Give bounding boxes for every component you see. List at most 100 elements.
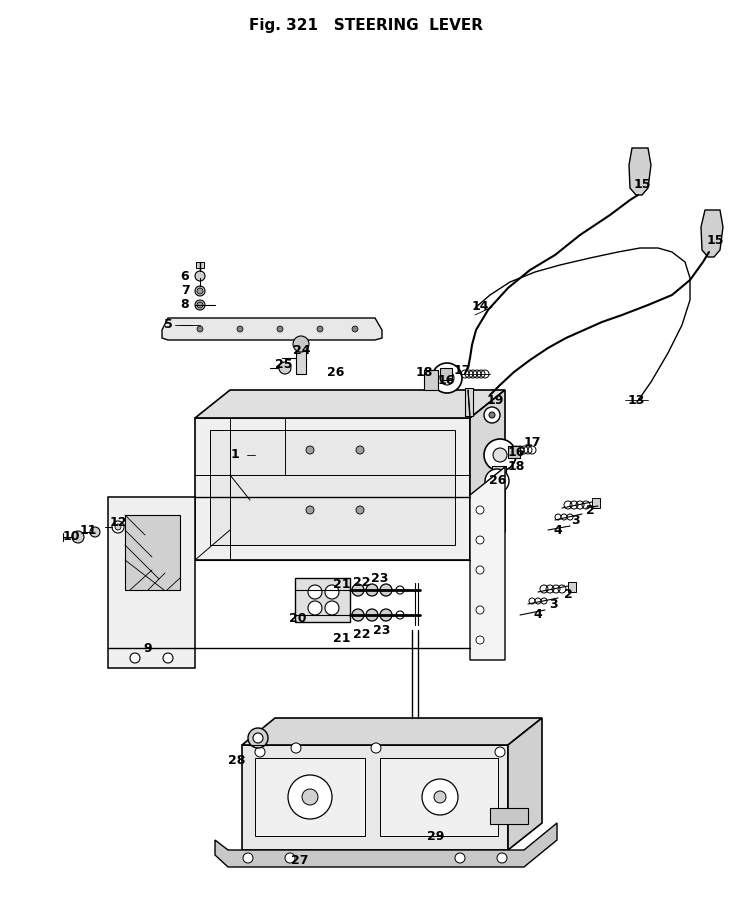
Circle shape <box>277 326 283 332</box>
Circle shape <box>112 521 124 533</box>
Circle shape <box>366 609 378 621</box>
Circle shape <box>371 743 381 753</box>
Text: 3: 3 <box>571 513 579 527</box>
Circle shape <box>325 601 339 615</box>
Circle shape <box>476 636 484 644</box>
Text: 6: 6 <box>181 270 190 284</box>
Text: 23: 23 <box>371 571 389 584</box>
Circle shape <box>308 585 322 599</box>
Circle shape <box>308 601 322 615</box>
Text: 9: 9 <box>143 642 152 654</box>
Text: 27: 27 <box>291 854 309 866</box>
Text: 25: 25 <box>275 358 293 370</box>
Circle shape <box>396 586 404 594</box>
Circle shape <box>476 606 484 614</box>
Text: 17: 17 <box>453 363 471 377</box>
Polygon shape <box>242 718 542 745</box>
Text: 23: 23 <box>373 623 391 636</box>
Circle shape <box>476 506 484 514</box>
Text: 18: 18 <box>507 460 525 473</box>
Text: 8: 8 <box>181 298 190 311</box>
Circle shape <box>293 336 309 352</box>
Text: 19: 19 <box>486 393 504 407</box>
Polygon shape <box>242 745 508 850</box>
Text: 5: 5 <box>164 318 172 331</box>
Text: 7: 7 <box>181 285 190 298</box>
Polygon shape <box>629 148 651 195</box>
Bar <box>465 388 473 416</box>
Circle shape <box>495 747 505 757</box>
Circle shape <box>72 531 84 543</box>
Circle shape <box>291 743 301 753</box>
Text: 2: 2 <box>586 503 594 517</box>
Circle shape <box>476 566 484 574</box>
Circle shape <box>163 653 173 663</box>
Bar <box>440 368 452 380</box>
Circle shape <box>352 609 364 621</box>
Bar <box>210 430 455 545</box>
Circle shape <box>197 302 203 308</box>
Circle shape <box>302 789 318 805</box>
Circle shape <box>197 326 203 332</box>
Text: 16: 16 <box>507 447 525 460</box>
Text: 22: 22 <box>354 575 370 589</box>
Circle shape <box>115 524 121 530</box>
Text: 17: 17 <box>523 437 541 450</box>
Circle shape <box>90 527 100 537</box>
Text: 22: 22 <box>354 629 370 642</box>
Polygon shape <box>195 390 505 418</box>
Circle shape <box>484 407 500 423</box>
Circle shape <box>380 584 392 596</box>
Polygon shape <box>195 418 470 560</box>
Circle shape <box>493 448 507 462</box>
Text: 24: 24 <box>294 343 311 357</box>
Circle shape <box>366 584 378 596</box>
Circle shape <box>489 412 495 418</box>
Bar <box>424 370 438 390</box>
Text: 2: 2 <box>564 589 572 602</box>
Text: 3: 3 <box>550 598 559 611</box>
Circle shape <box>356 446 364 454</box>
Polygon shape <box>125 515 180 590</box>
Circle shape <box>455 853 465 863</box>
Text: 10: 10 <box>62 530 80 542</box>
Text: 21: 21 <box>333 632 351 644</box>
Text: 26: 26 <box>327 366 345 379</box>
Circle shape <box>485 469 509 493</box>
Circle shape <box>432 363 462 393</box>
Circle shape <box>440 371 454 385</box>
Circle shape <box>497 853 507 863</box>
Circle shape <box>352 584 364 596</box>
Circle shape <box>195 300 205 310</box>
Text: Fig. 321   STEERING  LEVER: Fig. 321 STEERING LEVER <box>249 18 483 33</box>
Circle shape <box>248 728 268 748</box>
Polygon shape <box>215 823 557 867</box>
Text: 1: 1 <box>231 449 239 461</box>
Text: 4: 4 <box>553 523 562 537</box>
Text: 26: 26 <box>489 473 507 487</box>
Circle shape <box>197 288 203 294</box>
Text: 12: 12 <box>109 515 127 529</box>
Circle shape <box>243 853 253 863</box>
Circle shape <box>288 775 332 819</box>
Polygon shape <box>162 318 382 340</box>
Circle shape <box>255 747 265 757</box>
Polygon shape <box>701 210 723 257</box>
Text: 20: 20 <box>289 612 307 624</box>
Circle shape <box>434 791 446 803</box>
Circle shape <box>130 653 140 663</box>
Bar <box>490 808 528 824</box>
Text: 21: 21 <box>333 579 351 592</box>
Text: 13: 13 <box>627 393 645 407</box>
Circle shape <box>422 779 458 815</box>
Circle shape <box>195 286 205 296</box>
Circle shape <box>356 506 364 514</box>
Bar <box>380 758 498 836</box>
Circle shape <box>237 326 243 332</box>
Circle shape <box>396 611 404 619</box>
Text: 15: 15 <box>706 234 724 247</box>
Text: 16: 16 <box>437 373 455 387</box>
Bar <box>255 758 365 836</box>
Polygon shape <box>108 497 195 668</box>
Bar <box>568 582 576 592</box>
